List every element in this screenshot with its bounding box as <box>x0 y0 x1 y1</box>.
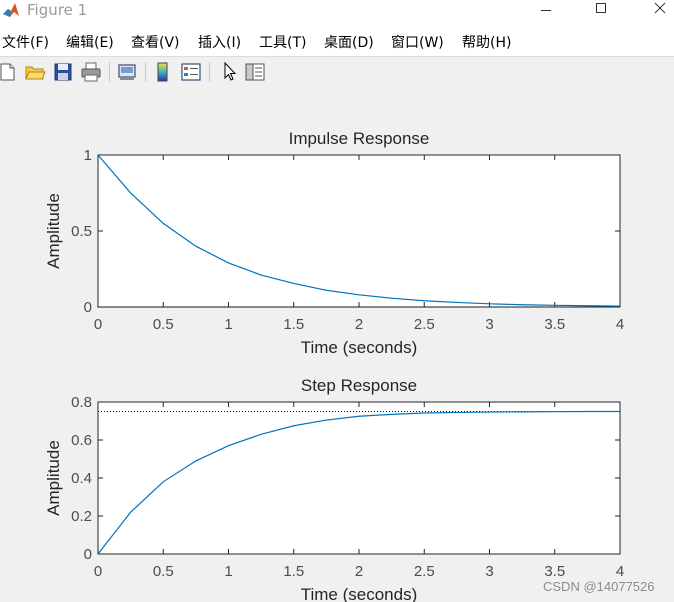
window-title: Figure 1 <box>27 1 88 19</box>
toolbar-separator <box>109 62 110 82</box>
print-icon[interactable] <box>80 61 102 83</box>
x-axis-label: Time (seconds) <box>301 585 418 602</box>
minimize-button[interactable] <box>526 0 566 22</box>
watermark-text: CSDN @14077526 <box>543 579 655 594</box>
x-tick-label: 3 <box>485 563 493 580</box>
colorbar-icon[interactable] <box>152 61 174 83</box>
y-tick-label: 0.6 <box>71 432 92 449</box>
x-tick-label: 0 <box>94 563 102 580</box>
x-tick-label: 4 <box>616 563 624 580</box>
plot-axes-box <box>97 154 621 308</box>
property-inspector-icon[interactable] <box>244 61 266 83</box>
menu-bar: 文件(F) 编辑(E) 查看(V) 插入(I) 工具(T) 桌面(D) 窗口(W… <box>0 28 674 56</box>
x-tick-label: 1 <box>224 316 232 333</box>
y-axis-label: Amplitude <box>44 193 63 269</box>
response-curve <box>97 154 621 307</box>
x-tick-label: 2 <box>355 563 363 580</box>
new-figure-icon[interactable] <box>0 61 18 83</box>
x-tick-label: 4 <box>616 316 624 333</box>
toolbar-separator <box>145 62 146 82</box>
y-tick-label: 0.2 <box>71 508 92 525</box>
open-file-icon[interactable] <box>24 61 46 83</box>
x-tick-label: 0.5 <box>153 563 174 580</box>
link-plot-icon[interactable] <box>116 61 138 83</box>
x-tick-label: 0.5 <box>153 316 174 333</box>
x-tick-label: 2.5 <box>414 563 435 580</box>
menu-tools[interactable]: 工具(T) <box>259 35 307 51</box>
maximize-button[interactable] <box>581 0 621 22</box>
legend-icon[interactable] <box>180 61 202 83</box>
x-tick-label: 2.5 <box>414 316 435 333</box>
chart-title: Step Response <box>301 376 417 395</box>
x-tick-label: 3 <box>485 316 493 333</box>
toolbar-separator <box>209 62 210 82</box>
plot-axes-box <box>97 401 621 555</box>
x-tick-label: 3.5 <box>544 316 565 333</box>
x-axis-label: Time (seconds) <box>301 338 418 357</box>
y-tick-label: 0.8 <box>71 394 92 411</box>
menu-view[interactable]: 查看(V) <box>131 35 180 51</box>
title-bar: Figure 1 <box>0 0 674 28</box>
edit-plot-icon[interactable] <box>218 61 240 83</box>
y-tick-label: 1 <box>84 147 92 164</box>
x-tick-label: 1 <box>224 563 232 580</box>
toolbar <box>0 57 674 89</box>
menu-window[interactable]: 窗口(W) <box>391 35 444 51</box>
menu-edit[interactable]: 编辑(E) <box>66 35 114 51</box>
menu-desktop[interactable]: 桌面(D) <box>324 35 374 51</box>
menu-insert[interactable]: 插入(I) <box>198 35 242 51</box>
y-tick-label: 0.4 <box>71 470 92 487</box>
y-tick-label: 0 <box>84 299 92 316</box>
x-tick-label: 0 <box>94 316 102 333</box>
menu-help[interactable]: 帮助(H) <box>462 35 512 51</box>
close-button[interactable] <box>640 0 674 22</box>
y-tick-label: 0 <box>84 546 92 563</box>
x-tick-label: 2 <box>355 316 363 333</box>
response-curve <box>97 410 620 555</box>
chart-title: Impulse Response <box>289 129 430 148</box>
y-axis-label: Amplitude <box>44 440 63 516</box>
y-tick-label: 0.5 <box>71 223 92 240</box>
matlab-logo-icon <box>2 1 20 19</box>
x-tick-label: 3.5 <box>544 563 565 580</box>
menu-file[interactable]: 文件(F) <box>2 35 49 51</box>
figure-canvas: 0 0.5 1 1.5 2 2.5 3 3.5 4 0 0.5 1 Impulse Response Ti… <box>44 129 624 602</box>
menu-divider <box>0 56 674 57</box>
save-icon[interactable] <box>52 61 74 83</box>
x-tick-label: 1.5 <box>283 316 304 333</box>
x-tick-label: 1.5 <box>283 563 304 580</box>
